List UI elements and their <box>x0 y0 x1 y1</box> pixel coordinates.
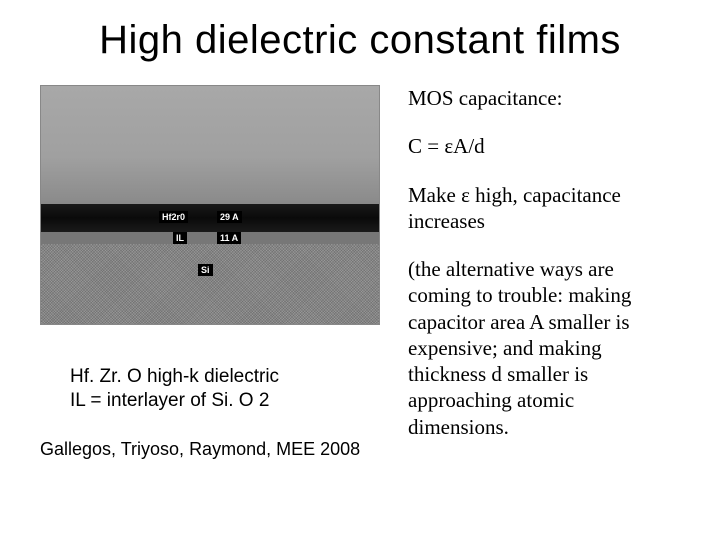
label-si: Si <box>198 264 213 276</box>
slide: High dielectric constant films Hf2r0 29 … <box>0 0 720 540</box>
layer-top <box>41 86 379 204</box>
para-make-high: Make ε high, capacitance increases <box>408 182 680 235</box>
content-row: Hf2r0 29 A IL 11 A Si Hf. Zr. O high-k d… <box>40 85 680 462</box>
diagram-caption: Hf. Zr. O high-k dielectric IL = interla… <box>70 365 380 413</box>
para-alternative: (the alternative ways are coming to trou… <box>408 256 680 440</box>
label-il: IL <box>173 232 187 244</box>
citation: Gallegos, Triyoso, Raymond, MEE 2008 <box>40 439 380 460</box>
layer-si <box>41 244 379 324</box>
para-mos: MOS capacitance: <box>408 85 680 111</box>
left-column: Hf2r0 29 A IL 11 A Si Hf. Zr. O high-k d… <box>40 85 380 462</box>
slide-title: High dielectric constant films <box>40 18 680 63</box>
layer-il <box>41 232 379 244</box>
layer-hfzro <box>41 204 379 232</box>
caption-line2: IL = interlayer of Si. O 2 <box>70 389 380 413</box>
label-thickness1: 29 A <box>217 211 242 223</box>
tem-diagram: Hf2r0 29 A IL 11 A Si <box>40 85 380 325</box>
label-thickness2: 11 A <box>217 232 241 244</box>
label-hfzro: Hf2r0 <box>159 211 188 223</box>
para-formula: C = εA/d <box>408 133 680 159</box>
caption-line1: Hf. Zr. O high-k dielectric <box>70 365 380 389</box>
right-column: MOS capacitance: C = εA/d Make ε high, c… <box>408 85 680 462</box>
